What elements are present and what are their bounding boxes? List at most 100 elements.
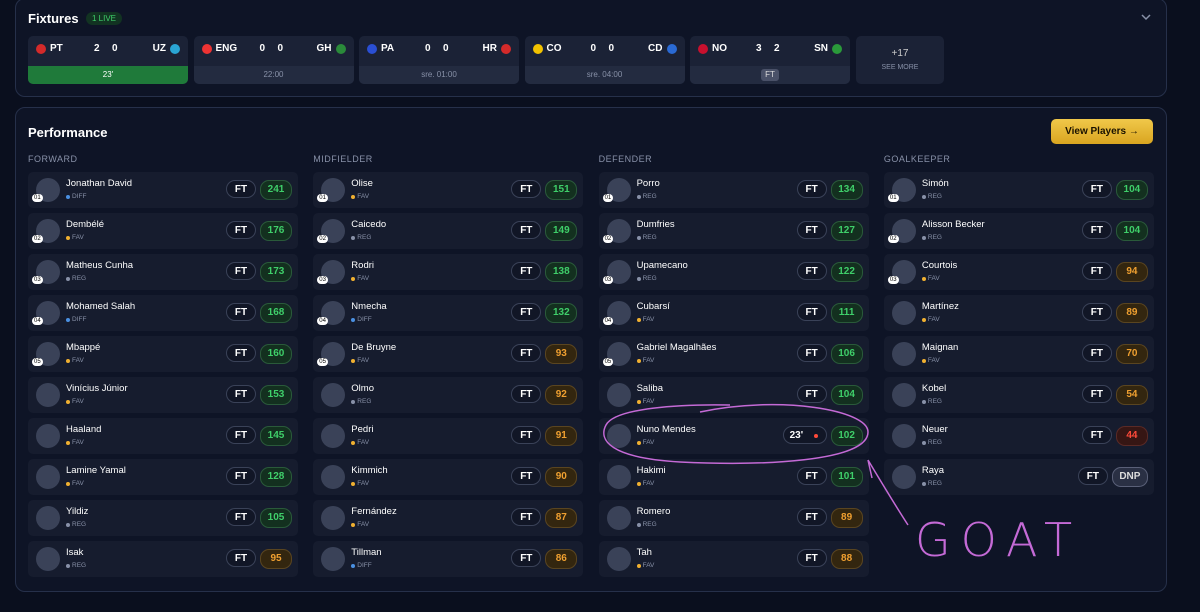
match-status: FT <box>1081 344 1112 362</box>
more-count: +17 <box>891 48 909 59</box>
fixture-card[interactable]: NO 3 2 SN FT <box>690 36 850 84</box>
player-tag: REG <box>72 521 87 528</box>
player-row[interactable]: Neuer REG 44 FT <box>883 418 1154 454</box>
player-row[interactable]: 03 Upamecano REG 122 FT <box>598 254 869 290</box>
points: 176 <box>260 221 292 241</box>
player-row[interactable]: 03 Courtois FAV 94 FT <box>883 254 1154 290</box>
collapse-chevron[interactable] <box>1140 11 1152 23</box>
rank-badge: 04 <box>602 317 614 325</box>
player-row[interactable]: Tah FAV 88 FT <box>598 541 869 577</box>
player-row[interactable]: 04 Cubarsí FAV 111 FT <box>598 295 869 331</box>
player-row[interactable]: 03 Rodri FAV 138 FT <box>313 254 584 290</box>
points: 90 <box>545 467 578 487</box>
player-row[interactable]: Fernández FAV 87 FT <box>313 500 584 536</box>
player-row[interactable]: 05 Mbappé FAV 160 FT <box>28 336 298 372</box>
player-row[interactable]: Vinícius Júnior FAV 153 FT <box>28 377 298 413</box>
player-tag: FAV <box>357 521 370 528</box>
player-row[interactable]: Raya REG DNP FT <box>883 459 1154 495</box>
player-row[interactable]: 04 Mohamed Salah DIFF 168 FT <box>28 295 298 331</box>
player-row[interactable]: Martínez FAV 89 FT <box>883 295 1154 331</box>
player-row[interactable]: Saliba FAV 104 FT <box>598 377 869 413</box>
player-row[interactable]: Tillman DIFF 86 FT <box>313 541 584 577</box>
player-name: Martínez <box>921 301 959 312</box>
player-row[interactable]: Isak REG 95 FT <box>28 541 298 577</box>
points: 44 <box>1115 426 1148 446</box>
column-title: GOALKEEPER <box>883 154 951 164</box>
player-tag: REG <box>72 562 87 569</box>
home-score: 3 <box>756 43 762 54</box>
player-row[interactable]: Yildiz REG 105 FT <box>28 500 298 536</box>
player-name: Kimmich <box>351 465 388 476</box>
fixture-card[interactable]: CO 0 0 CD sre. 04:00 <box>524 36 685 84</box>
tag-dot <box>66 236 70 240</box>
player-row[interactable]: Kimmich FAV 90 FT <box>313 459 584 495</box>
player-row[interactable]: 01 Jonathan David DIFF 241 FT <box>28 172 298 208</box>
player-row[interactable]: 05 De Bruyne FAV 93 FT <box>313 336 584 372</box>
player-row[interactable]: 01 Olise FAV 151 FT <box>313 172 584 208</box>
match-status: FT <box>511 221 542 239</box>
tag-dot <box>636 277 641 281</box>
points: 149 <box>545 221 578 241</box>
player-avatar <box>36 506 60 530</box>
fixture-card[interactable]: PT 2 0 UZ 23' <box>28 36 188 84</box>
tag-dot <box>351 400 356 404</box>
player-row[interactable]: 02 Alisson Becker REG 104 FT <box>883 213 1154 249</box>
player-row[interactable]: 02 Dembélé FAV 176 FT <box>28 213 298 249</box>
match-status: FT <box>796 467 827 485</box>
player-name: Saliba <box>636 383 664 394</box>
player-row[interactable]: Kobel REG 54 FT <box>883 377 1154 413</box>
see-more[interactable]: +17 SEE MORE <box>856 36 944 84</box>
home-score: 0 <box>259 43 266 54</box>
points: 92 <box>545 385 578 405</box>
player-row[interactable]: 01 Simón REG 104 FT <box>883 172 1154 208</box>
player-row[interactable]: Pedri FAV 91 FT <box>313 418 584 454</box>
live-dot <box>813 434 818 438</box>
player-row[interactable]: 01 Porro REG 134 FT <box>598 172 869 208</box>
tag-dot <box>351 523 356 527</box>
player-name: Gabriel Magalhães <box>636 342 717 353</box>
away-team: CD <box>648 43 663 54</box>
player-tag: FAV <box>357 275 370 282</box>
player-row[interactable]: 02 Caicedo REG 149 FT <box>313 213 584 249</box>
points: 95 <box>260 549 292 569</box>
player-name: Nuno Mendes <box>636 424 696 435</box>
player-tag: FAV <box>72 439 84 446</box>
rank-badge: 01 <box>887 194 899 202</box>
away-score: 0 <box>112 43 118 54</box>
away-score: 0 <box>277 43 284 54</box>
player-row[interactable]: Hakimi FAV 101 FT <box>598 459 869 495</box>
player-row[interactable]: 04 Nmecha DIFF 132 FT <box>313 295 584 331</box>
player-name: Mbappé <box>66 342 101 353</box>
player-row[interactable]: Haaland FAV 145 FT <box>28 418 298 454</box>
player-tag: REG <box>927 480 942 487</box>
player-avatar <box>36 465 60 489</box>
player-row[interactable]: Olmo REG 92 FT <box>313 377 584 413</box>
player-name: Courtois <box>921 260 958 271</box>
points: 168 <box>260 303 292 323</box>
points: 101 <box>830 467 863 487</box>
fixture-card[interactable]: ENG 0 0 GH 22:00 <box>193 36 354 84</box>
player-row[interactable]: Maignan FAV 70 FT <box>883 336 1154 372</box>
column-title: DEFENDER <box>598 154 653 164</box>
player-row[interactable]: Lamine Yamal FAV 128 FT <box>28 459 298 495</box>
player-tag: REG <box>927 439 942 446</box>
player-row[interactable]: 03 Matheus Cunha REG 173 FT <box>28 254 298 290</box>
fixture-card[interactable]: PA 0 0 HR sre. 01:00 <box>359 36 519 84</box>
player-tag: DIFF <box>72 316 87 323</box>
tag-dot <box>66 441 70 445</box>
player-tag: FAV <box>357 357 370 364</box>
rank-badge: 02 <box>317 235 328 243</box>
player-row[interactable]: 05 Gabriel Magalhães FAV 106 FT <box>598 336 869 372</box>
player-row[interactable]: Romero REG 89 FT <box>598 500 869 536</box>
player-row[interactable]: Nuno Mendes FAV 102 23' <box>598 418 869 454</box>
match-status: FT <box>226 262 256 280</box>
tag-dot <box>351 564 356 568</box>
player-row[interactable]: 02 Dumfries REG 127 FT <box>598 213 869 249</box>
fixture-time: sre. 04:00 <box>524 66 685 84</box>
view-players-button[interactable]: View Players → <box>1051 119 1153 144</box>
player-name: Nmecha <box>351 301 387 312</box>
match-status: FT <box>511 426 542 444</box>
away-team: UZ <box>152 43 166 54</box>
points: 105 <box>260 508 292 528</box>
rank-badge: 03 <box>32 276 43 284</box>
